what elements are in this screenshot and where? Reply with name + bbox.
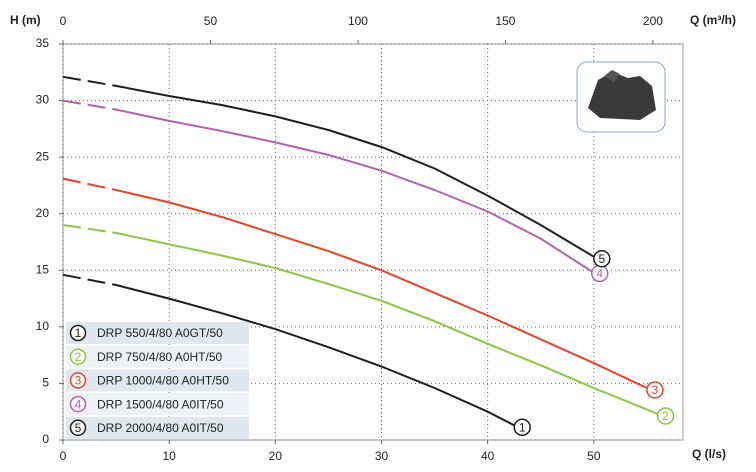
curve: [62, 273, 515, 427]
curve-marker: [593, 249, 611, 268]
curve-marker: [513, 418, 531, 437]
y-tick-label: 35: [36, 36, 50, 50]
legend-label: DRP 2000/4/80 A0IT/50: [97, 421, 224, 435]
legend-marker-label: 5: [75, 421, 82, 435]
y-tick-label: 0: [42, 432, 49, 446]
plot-frame: [62, 43, 684, 441]
x2-tick-label: 100: [348, 14, 368, 28]
curve-marker-label: 3: [652, 383, 659, 397]
legend-label: DRP 550/4/80 A0GT/50: [97, 326, 223, 340]
y-tick-label: 10: [36, 319, 50, 333]
legend-label: DRP 1000/4/80 A0HT/50: [97, 374, 229, 388]
x2-tick-label: 0: [60, 14, 67, 28]
legend-row: [66, 345, 249, 368]
curve-marker-label: 5: [598, 252, 605, 266]
x2-axis-label: Q (m³/h): [690, 13, 736, 27]
x-tick-label: 50: [587, 449, 601, 463]
y-tick-label: 5: [42, 376, 49, 390]
curve: [62, 177, 648, 389]
curve-marker-label: 1: [519, 420, 526, 434]
x-tick-label: 40: [481, 449, 495, 463]
legend-row: [66, 393, 249, 416]
y-tick-label: 20: [36, 206, 50, 220]
y-tick-label: 15: [36, 262, 50, 276]
curve: [62, 75, 595, 258]
x2-tick-label: 200: [643, 14, 663, 28]
legend-marker-label: 3: [75, 374, 82, 388]
pump-image: [576, 61, 666, 133]
x-tick-label: 20: [269, 449, 283, 463]
legend-label: DRP 750/4/80 A0HT/50: [97, 350, 223, 364]
legend-row: [66, 322, 249, 344]
curve-marker: [656, 407, 675, 425]
y-tick-label: 30: [36, 93, 50, 107]
curve: [62, 224, 658, 415]
legend-row: [66, 416, 249, 439]
curve-marker-label: 2: [662, 409, 669, 423]
legend-marker-label: 4: [75, 397, 82, 411]
curve-marker: [646, 381, 664, 399]
x-tick-label: 30: [375, 449, 389, 463]
x-axis-label: Q (l/s): [692, 447, 726, 461]
x2-tick-label: 150: [495, 14, 515, 28]
x-tick-label: 0: [60, 449, 67, 463]
y-tick-label: 25: [36, 149, 50, 163]
curve: [62, 99, 593, 273]
legend-label: DRP 1500/4/80 A0IT/50: [97, 397, 224, 411]
legend-marker: [69, 395, 87, 413]
legend-marker: [69, 419, 87, 437]
legend-row: [66, 369, 249, 392]
legend-marker: [69, 324, 87, 342]
legend-marker-label: 1: [75, 326, 82, 340]
y-axis-label: H (m): [10, 13, 41, 27]
x-tick-label: 10: [162, 449, 176, 463]
legend-marker-label: 2: [75, 350, 82, 364]
legend-marker: [69, 372, 87, 389]
curve-marker-label: 4: [596, 267, 603, 281]
x2-tick-label: 50: [204, 14, 218, 28]
legend-marker: [69, 348, 87, 365]
